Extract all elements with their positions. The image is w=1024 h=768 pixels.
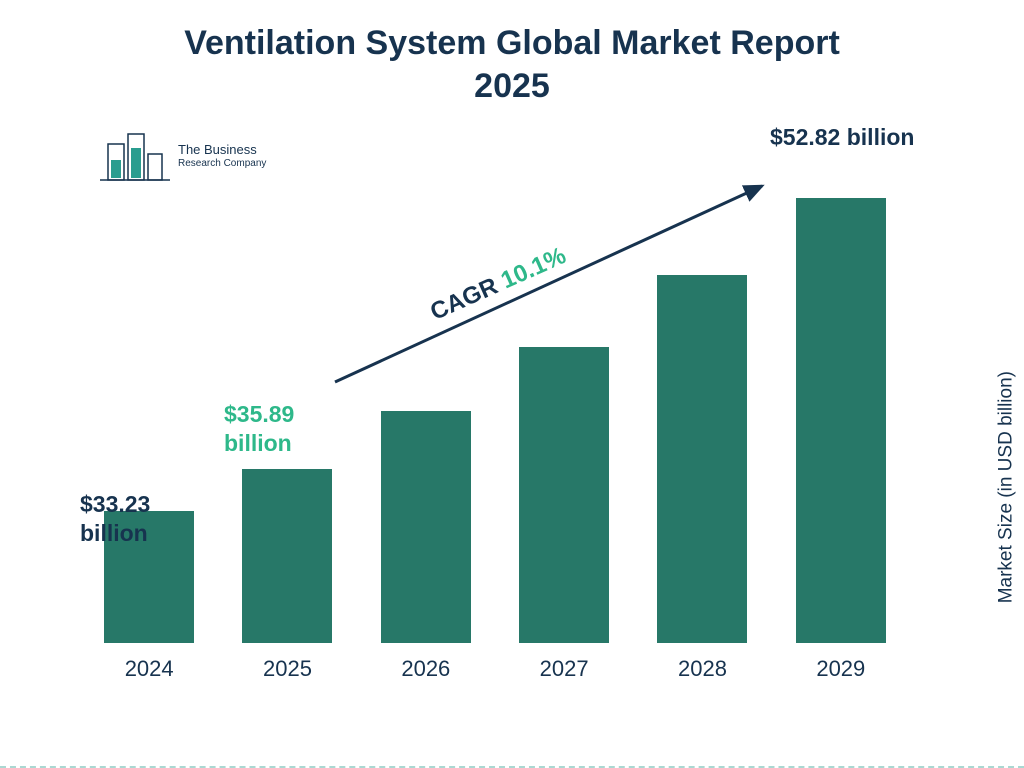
y-axis-label: Market Size (in USD billion) (995, 371, 1017, 603)
trend-arrow-icon (0, 0, 1024, 768)
